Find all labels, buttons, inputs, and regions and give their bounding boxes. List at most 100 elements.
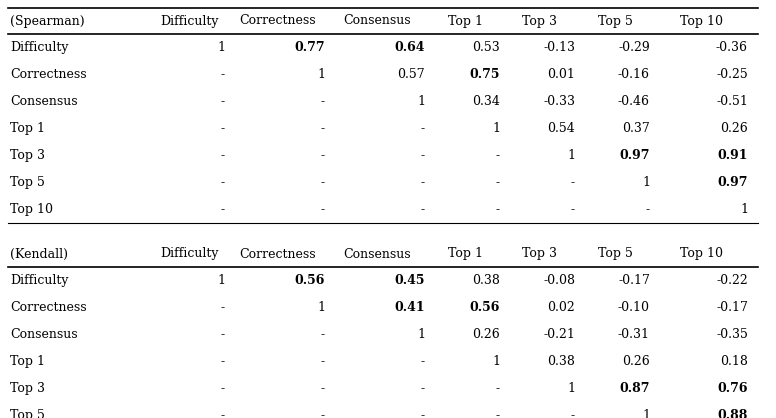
Text: 0.01: 0.01 bbox=[547, 68, 575, 81]
Text: 1: 1 bbox=[740, 203, 748, 216]
Text: 0.02: 0.02 bbox=[547, 301, 575, 314]
Text: Top 1: Top 1 bbox=[448, 247, 483, 260]
Text: -: - bbox=[320, 149, 325, 162]
Text: 1: 1 bbox=[492, 355, 500, 368]
Text: 0.87: 0.87 bbox=[619, 382, 650, 395]
Text: 1: 1 bbox=[417, 95, 425, 108]
Text: -0.35: -0.35 bbox=[716, 328, 748, 341]
Text: -: - bbox=[496, 176, 500, 189]
Text: -0.22: -0.22 bbox=[716, 274, 748, 287]
Text: Top 5: Top 5 bbox=[598, 247, 632, 260]
Text: 0.75: 0.75 bbox=[469, 68, 500, 81]
Text: -: - bbox=[421, 122, 425, 135]
Text: Top 10: Top 10 bbox=[680, 247, 723, 260]
Text: -: - bbox=[496, 149, 500, 162]
Text: 0.64: 0.64 bbox=[394, 41, 425, 54]
Text: -: - bbox=[320, 176, 325, 189]
Text: -: - bbox=[571, 203, 575, 216]
Text: -0.16: -0.16 bbox=[618, 68, 650, 81]
Text: 0.38: 0.38 bbox=[547, 355, 575, 368]
Text: Top 5: Top 5 bbox=[10, 176, 45, 189]
Text: -0.17: -0.17 bbox=[618, 274, 650, 287]
Text: -0.51: -0.51 bbox=[716, 95, 748, 108]
Text: 0.26: 0.26 bbox=[720, 122, 748, 135]
Text: -: - bbox=[221, 68, 225, 81]
Text: 0.26: 0.26 bbox=[473, 328, 500, 341]
Text: Consensus: Consensus bbox=[344, 15, 411, 28]
Text: -0.25: -0.25 bbox=[716, 68, 748, 81]
Text: 1: 1 bbox=[567, 149, 575, 162]
Text: -: - bbox=[221, 176, 225, 189]
Text: -0.17: -0.17 bbox=[716, 301, 748, 314]
Text: -0.10: -0.10 bbox=[618, 301, 650, 314]
Text: -: - bbox=[421, 149, 425, 162]
Text: 1: 1 bbox=[217, 274, 225, 287]
Text: -: - bbox=[496, 203, 500, 216]
Text: -: - bbox=[221, 382, 225, 395]
Text: 0.76: 0.76 bbox=[718, 382, 748, 395]
Text: -: - bbox=[646, 203, 650, 216]
Text: Top 1: Top 1 bbox=[448, 15, 483, 28]
Text: -: - bbox=[221, 355, 225, 368]
Text: -: - bbox=[571, 409, 575, 418]
Text: Top 5: Top 5 bbox=[598, 15, 632, 28]
Text: Correctness: Correctness bbox=[239, 15, 316, 28]
Text: 0.41: 0.41 bbox=[394, 301, 425, 314]
Text: 0.91: 0.91 bbox=[718, 149, 748, 162]
Text: -: - bbox=[320, 382, 325, 395]
Text: -: - bbox=[221, 95, 225, 108]
Text: Top 3: Top 3 bbox=[10, 382, 45, 395]
Text: -: - bbox=[221, 409, 225, 418]
Text: Correctness: Correctness bbox=[10, 68, 87, 81]
Text: -0.21: -0.21 bbox=[543, 328, 575, 341]
Text: -: - bbox=[571, 176, 575, 189]
Text: 1: 1 bbox=[567, 382, 575, 395]
Text: -: - bbox=[421, 176, 425, 189]
Text: -0.31: -0.31 bbox=[618, 328, 650, 341]
Text: -: - bbox=[320, 328, 325, 341]
Text: -: - bbox=[221, 328, 225, 341]
Text: -: - bbox=[320, 409, 325, 418]
Text: -: - bbox=[320, 203, 325, 216]
Text: -: - bbox=[221, 203, 225, 216]
Text: 1: 1 bbox=[317, 68, 325, 81]
Text: Consensus: Consensus bbox=[10, 95, 78, 108]
Text: -: - bbox=[320, 122, 325, 135]
Text: 1: 1 bbox=[492, 122, 500, 135]
Text: 0.53: 0.53 bbox=[473, 41, 500, 54]
Text: Top 10: Top 10 bbox=[10, 203, 53, 216]
Text: 0.34: 0.34 bbox=[472, 95, 500, 108]
Text: 0.45: 0.45 bbox=[394, 274, 425, 287]
Text: 1: 1 bbox=[642, 176, 650, 189]
Text: 0.54: 0.54 bbox=[547, 122, 575, 135]
Text: 0.56: 0.56 bbox=[295, 274, 325, 287]
Text: 0.77: 0.77 bbox=[294, 41, 325, 54]
Text: -: - bbox=[320, 355, 325, 368]
Text: 1: 1 bbox=[417, 328, 425, 341]
Text: Consensus: Consensus bbox=[10, 328, 78, 341]
Text: -: - bbox=[421, 203, 425, 216]
Text: Correctness: Correctness bbox=[10, 301, 87, 314]
Text: Top 3: Top 3 bbox=[10, 149, 45, 162]
Text: 1: 1 bbox=[317, 301, 325, 314]
Text: -: - bbox=[320, 95, 325, 108]
Text: Difficulty: Difficulty bbox=[161, 247, 220, 260]
Text: Top 1: Top 1 bbox=[10, 355, 45, 368]
Text: 0.97: 0.97 bbox=[718, 176, 748, 189]
Text: Consensus: Consensus bbox=[344, 247, 411, 260]
Text: -: - bbox=[496, 409, 500, 418]
Text: Top 3: Top 3 bbox=[522, 247, 557, 260]
Text: -0.46: -0.46 bbox=[618, 95, 650, 108]
Text: 0.26: 0.26 bbox=[622, 355, 650, 368]
Text: (Spearman): (Spearman) bbox=[10, 15, 85, 28]
Text: Top 1: Top 1 bbox=[10, 122, 45, 135]
Text: Difficulty: Difficulty bbox=[161, 15, 220, 28]
Text: 0.38: 0.38 bbox=[472, 274, 500, 287]
Text: Top 3: Top 3 bbox=[522, 15, 557, 28]
Text: 0.37: 0.37 bbox=[622, 122, 650, 135]
Text: -0.33: -0.33 bbox=[543, 95, 575, 108]
Text: -0.36: -0.36 bbox=[716, 41, 748, 54]
Text: 0.56: 0.56 bbox=[469, 301, 500, 314]
Text: -: - bbox=[221, 122, 225, 135]
Text: -: - bbox=[421, 409, 425, 418]
